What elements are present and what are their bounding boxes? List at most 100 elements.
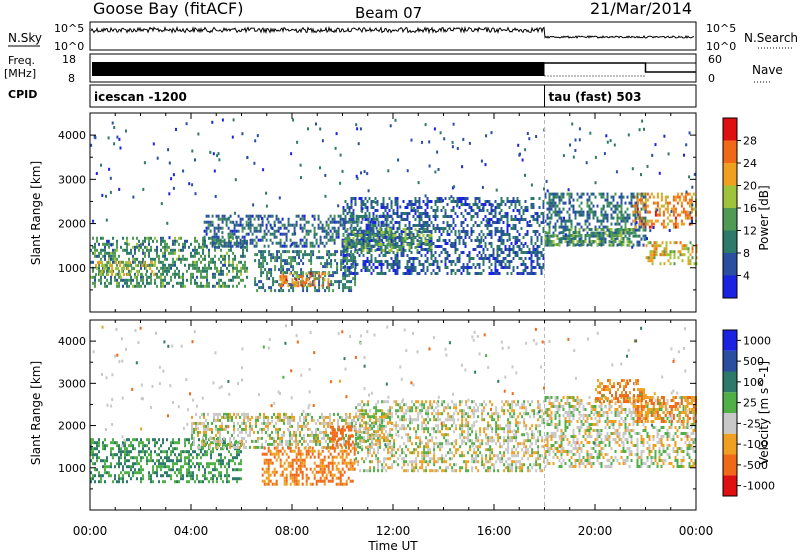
echo-cell	[245, 214, 248, 218]
echo-cell	[232, 275, 234, 279]
echo-cell	[384, 218, 387, 221]
echo-cell	[236, 477, 238, 481]
echo-cell	[256, 283, 259, 287]
echo-cell	[142, 447, 144, 451]
echo-cell	[535, 135, 538, 138]
echo-cell	[598, 240, 601, 243]
echo-cell	[347, 232, 350, 236]
echo-cell	[207, 424, 209, 428]
echo-cell	[402, 237, 405, 240]
echo-cell	[408, 203, 411, 206]
echo-cell	[406, 203, 409, 206]
echo-cell	[626, 207, 629, 211]
echo-cell	[602, 237, 605, 240]
echo-cell	[642, 201, 645, 205]
echo-cell	[689, 262, 692, 266]
echo-cell	[275, 439, 277, 443]
echo-cell	[305, 412, 307, 416]
echo-cell	[329, 235, 332, 239]
echo-cell	[546, 222, 549, 226]
echo-cell	[536, 248, 539, 251]
echo-cell	[122, 465, 124, 469]
echo-cell	[424, 221, 427, 224]
echo-cell	[288, 262, 291, 266]
echo-cell	[620, 243, 623, 246]
echo-cell	[154, 260, 156, 264]
echo-cell	[368, 234, 371, 237]
echo-cell	[92, 251, 94, 255]
echo-cell	[446, 215, 449, 218]
echo-cell	[293, 241, 296, 245]
echo-cell	[90, 441, 92, 445]
echo-cell	[687, 247, 690, 251]
echo-cell	[144, 266, 146, 270]
echo-cell	[560, 192, 563, 196]
echo-cell	[558, 198, 561, 202]
freq-band	[92, 62, 545, 76]
echo-cell	[588, 198, 591, 202]
echo-cell	[594, 213, 597, 217]
echo-cell	[412, 269, 415, 272]
echo-cell	[346, 245, 349, 248]
echo-cell	[268, 286, 271, 290]
echo-cell	[281, 439, 283, 443]
echo-cell	[126, 447, 128, 451]
echo-cell	[162, 269, 164, 273]
echo-cell	[586, 231, 589, 235]
echo-cell	[662, 204, 665, 208]
echo-cell	[284, 262, 287, 266]
echo-cell	[295, 241, 298, 245]
echo-cell	[239, 217, 242, 221]
echo-cell	[311, 214, 314, 218]
echo-cell	[428, 200, 431, 203]
echo-cell	[168, 263, 170, 267]
echo-cell	[506, 248, 509, 251]
echo-cell	[520, 242, 523, 245]
echo-cell	[219, 412, 221, 416]
echo-cell	[356, 230, 359, 233]
echo-cell	[508, 245, 511, 248]
echo-cell	[568, 240, 571, 244]
echo-cell	[502, 200, 505, 203]
echo-cell	[418, 272, 421, 275]
echo-cell	[380, 203, 383, 206]
echo-cell	[540, 242, 543, 245]
echo-cell	[472, 230, 475, 233]
echo-cell	[310, 256, 313, 260]
echo-cell	[586, 216, 589, 220]
echo-cell	[182, 450, 184, 454]
echo-cell	[354, 263, 357, 266]
echo-cell	[408, 221, 411, 224]
echo-cell	[306, 253, 309, 257]
echo-cell	[438, 200, 441, 203]
echo-cell	[350, 280, 353, 284]
echo-cell	[190, 281, 192, 285]
echo-cell	[319, 430, 321, 434]
echo-cell	[361, 209, 364, 213]
echo-cell	[345, 229, 348, 233]
echo-cell	[490, 203, 493, 206]
echo-cell	[335, 231, 338, 235]
echo-cell	[217, 152, 220, 156]
echo-cell	[420, 248, 423, 251]
echo-cell	[180, 257, 182, 261]
echo-cell	[368, 227, 371, 230]
echo-cell	[236, 263, 238, 267]
echo-cell	[576, 240, 579, 243]
echo-cell	[440, 200, 443, 203]
echo-cell	[203, 427, 205, 431]
echo-cell	[303, 424, 305, 428]
echo-cell	[190, 242, 192, 246]
echo-cell	[618, 204, 621, 208]
echo-cell	[566, 243, 569, 247]
echo-cell	[251, 424, 253, 428]
echo-cell	[428, 263, 431, 266]
echo-cell	[100, 281, 102, 285]
echo-cell	[198, 242, 200, 246]
echo-cell	[265, 223, 268, 227]
echo-cell	[162, 263, 164, 267]
echo-cell	[392, 243, 395, 246]
echo-cell	[158, 257, 160, 261]
echo-cell	[636, 234, 639, 238]
echo-cell	[321, 272, 324, 276]
